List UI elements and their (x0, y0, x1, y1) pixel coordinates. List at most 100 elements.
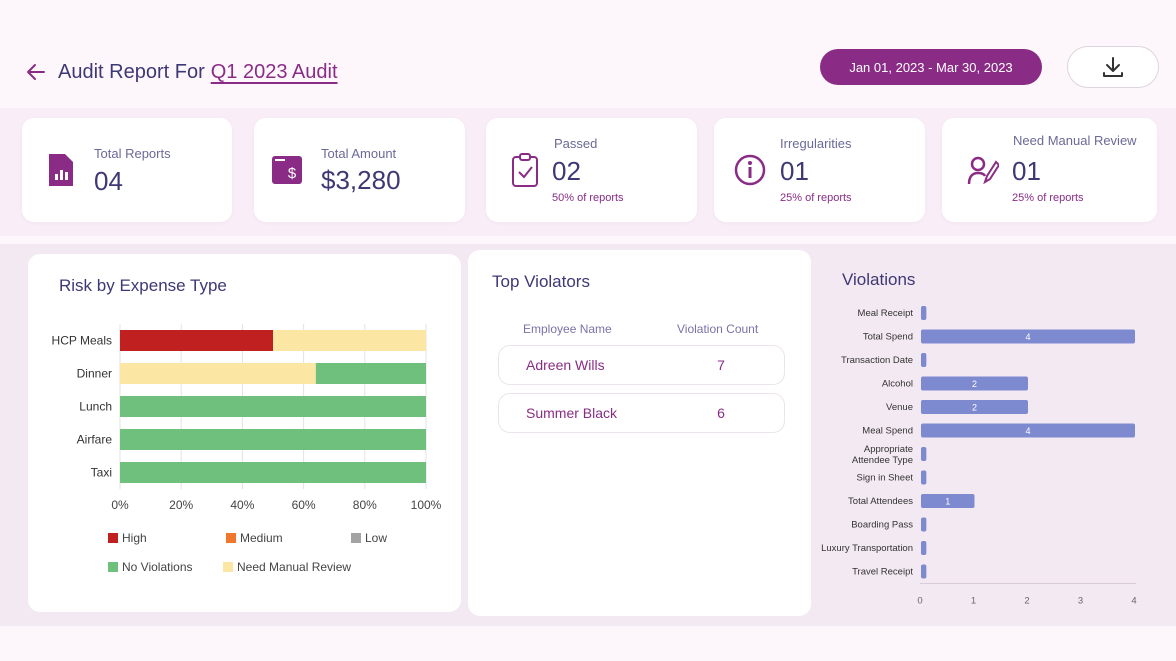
violation-x-tick: 4 (1131, 596, 1136, 607)
risk-bar-segment[interactable] (120, 429, 426, 450)
audit-link[interactable]: Q1 2023 Audit (210, 61, 338, 83)
kpi-value: 04 (94, 166, 123, 196)
risk-category-label: Dinner (77, 367, 112, 381)
risk-legend-swatch (223, 562, 233, 572)
violator-name: Summer Black (526, 405, 618, 421)
violation-category-label: Meal Receipt (858, 308, 914, 319)
violation-category-label: Alcohol (882, 379, 913, 390)
kpi-label: Need Manual Review (1013, 133, 1137, 148)
risk-bar-segment[interactable] (273, 330, 426, 351)
kpi-value: 01 (780, 156, 809, 186)
violator-count: 6 (717, 405, 725, 421)
violation-bar[interactable] (921, 447, 927, 461)
date-range-button[interactable]: Jan 01, 2023 - Mar 30, 2023 (820, 49, 1042, 85)
user-edit-icon (967, 156, 999, 185)
violation-category-label: Venue (886, 402, 913, 413)
violation-bar[interactable] (921, 329, 1135, 344)
violations-title: Violations (842, 270, 916, 289)
svg-text:$: $ (288, 165, 297, 182)
page-header: Audit Report For Q1 2023 Audit Jan 01, 20… (0, 0, 1176, 112)
violation-bar[interactable] (921, 423, 1135, 438)
violation-data-label: 4 (1025, 426, 1030, 436)
violation-category-label: Boarding Pass (851, 520, 913, 531)
risk-bar-segment[interactable] (120, 396, 426, 417)
violator-row[interactable]: Summer Black 6 (498, 393, 785, 433)
dollar-wallet-icon: $ (272, 156, 302, 184)
violator-row[interactable]: Adreen Wills 7 (498, 345, 785, 385)
violators-title: Top Violators (492, 272, 590, 291)
violation-category-label: Appropriate Attendee Type (852, 444, 913, 466)
violation-category-label: Meal Spend (862, 426, 913, 437)
risk-category-label: Lunch (79, 400, 112, 414)
back-arrow-icon[interactable] (26, 62, 46, 82)
risk-x-tick: 100% (411, 498, 442, 512)
clipboard-check-icon (512, 153, 538, 187)
risk-legend-swatch (351, 533, 361, 543)
risk-x-tick: 20% (169, 498, 193, 512)
violator-name: Adreen Wills (526, 357, 605, 373)
violations-chart: Meal Receipt Total Spend 4 Transaction Date… (821, 306, 1137, 607)
violation-category-label: Travel Receipt (852, 567, 913, 578)
report-doc-icon (49, 154, 73, 186)
col-head-name: Employee Name (523, 322, 612, 336)
risk-legend-label[interactable]: No Violations (122, 560, 193, 574)
kpi-value: 02 (552, 156, 581, 186)
risk-legend-label[interactable]: Need Manual Review (237, 560, 351, 574)
risk-x-tick: 0% (111, 498, 129, 512)
violation-data-label: 2 (972, 379, 977, 389)
violation-bar[interactable] (921, 564, 927, 579)
violation-x-tick: 3 (1078, 596, 1083, 607)
kpi-label: Total Reports (94, 146, 171, 161)
violation-category-label: Luxury Transportation (821, 543, 913, 554)
download-icon (1103, 57, 1123, 77)
violation-category-label: Total Spend (863, 332, 913, 343)
risk-panel: Risk by Expense Type 0% 20% 40% 60% 80% 100% H… (28, 254, 461, 612)
violation-x-tick: 2 (1024, 596, 1029, 607)
kpi-sub: 25% of reports (780, 192, 852, 204)
risk-bar-segment[interactable] (315, 363, 426, 384)
violation-bar[interactable] (921, 376, 1028, 391)
kpi-passed: Passed 02 50% of reports (486, 118, 697, 222)
violators-panel: Top Violators Employee Name Violation Co… (468, 250, 811, 616)
main-content: Risk by Expense Type 0% 20% 40% 60% 80% 100% H… (0, 244, 1176, 626)
violation-category-label: Sign in Sheet (856, 473, 913, 484)
risk-x-tick: 60% (292, 498, 316, 512)
violation-bar[interactable] (921, 353, 927, 367)
violation-bar[interactable] (921, 541, 927, 555)
violation-x-tick: 0 (917, 596, 922, 607)
kpi-sub: 25% of reports (1012, 192, 1084, 204)
risk-x-tick: 40% (230, 498, 254, 512)
kpi-label: Total Amount (321, 146, 397, 161)
kpi-total-amount: $ Total Amount $3,280 (254, 118, 465, 222)
kpi-sub: 50% of reports (552, 192, 624, 204)
violation-bar[interactable] (921, 306, 927, 320)
violation-data-label: 1 (945, 497, 950, 507)
risk-bar-segment[interactable] (120, 462, 426, 483)
kpi-need-manual-review: Need Manual Review 01 25% of reports (942, 118, 1157, 222)
risk-legend-swatch (108, 533, 118, 543)
violation-category-label: Transaction Date (841, 355, 913, 366)
risk-category-label: Taxi (91, 466, 112, 480)
kpi-irregularities: Irregularities 01 25% of reports (714, 118, 925, 222)
page-title-prefix: Audit Report For (58, 61, 205, 83)
risk-bar-segment[interactable] (120, 363, 316, 384)
kpi-strip: Total Reports 04 $ Total Amount $3,280 P… (0, 108, 1176, 236)
kpi-total-reports: Total Reports 04 (22, 118, 232, 222)
violation-bar[interactable] (921, 494, 975, 508)
violations-panel: Violations Meal Receipt Total Spend 4 Trans… (811, 250, 1166, 622)
violation-bar[interactable] (921, 400, 1028, 414)
risk-legend-label[interactable]: High (122, 531, 147, 545)
col-head-count: Violation Count (677, 322, 759, 336)
kpi-label: Passed (554, 136, 598, 151)
risk-bar-segment[interactable] (120, 330, 273, 351)
violation-x-tick: 1 (971, 596, 976, 607)
risk-chart: 0% 20% 40% 60% 80% 100% HCP Meals Dinner Lunch Ai… (52, 324, 442, 574)
download-button[interactable] (1067, 46, 1159, 88)
violator-count: 7 (717, 357, 725, 373)
kpi-value: 01 (1012, 156, 1041, 186)
risk-legend-label[interactable]: Low (365, 531, 387, 545)
violation-bar[interactable] (921, 470, 927, 485)
violation-data-label: 4 (1025, 332, 1030, 342)
risk-legend-label[interactable]: Medium (240, 531, 283, 545)
violation-bar[interactable] (921, 517, 927, 532)
